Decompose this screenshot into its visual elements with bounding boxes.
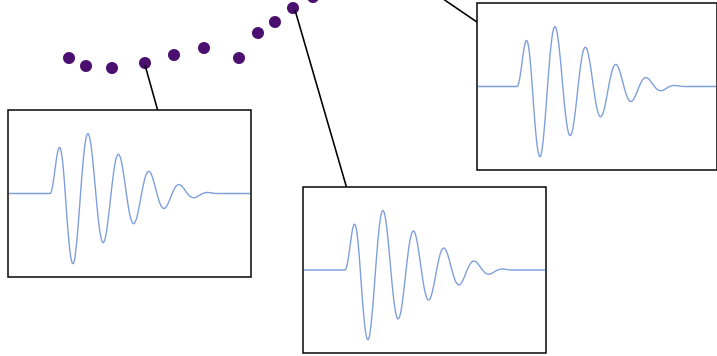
waveform-panel-group	[7, 2, 717, 354]
waveform-left	[9, 132, 250, 265]
waveform-right	[478, 25, 716, 158]
dot-2	[80, 60, 92, 72]
dot-4	[139, 57, 151, 69]
waveform-panel-right	[476, 2, 717, 171]
waveform-middle	[304, 209, 545, 341]
dot-8	[252, 27, 264, 39]
waveform-panel-left	[7, 109, 252, 278]
dot-1	[63, 52, 75, 64]
dot-3	[106, 62, 118, 74]
dot-5	[168, 49, 180, 61]
waveform-panel-middle	[302, 186, 547, 354]
dot-6	[198, 42, 210, 54]
dot-10	[287, 2, 299, 14]
dot-9	[269, 16, 281, 28]
dot-trail	[63, 0, 319, 74]
dot-7	[233, 52, 245, 64]
arrow-2	[294, 9, 358, 215]
dot-11	[307, 0, 319, 3]
